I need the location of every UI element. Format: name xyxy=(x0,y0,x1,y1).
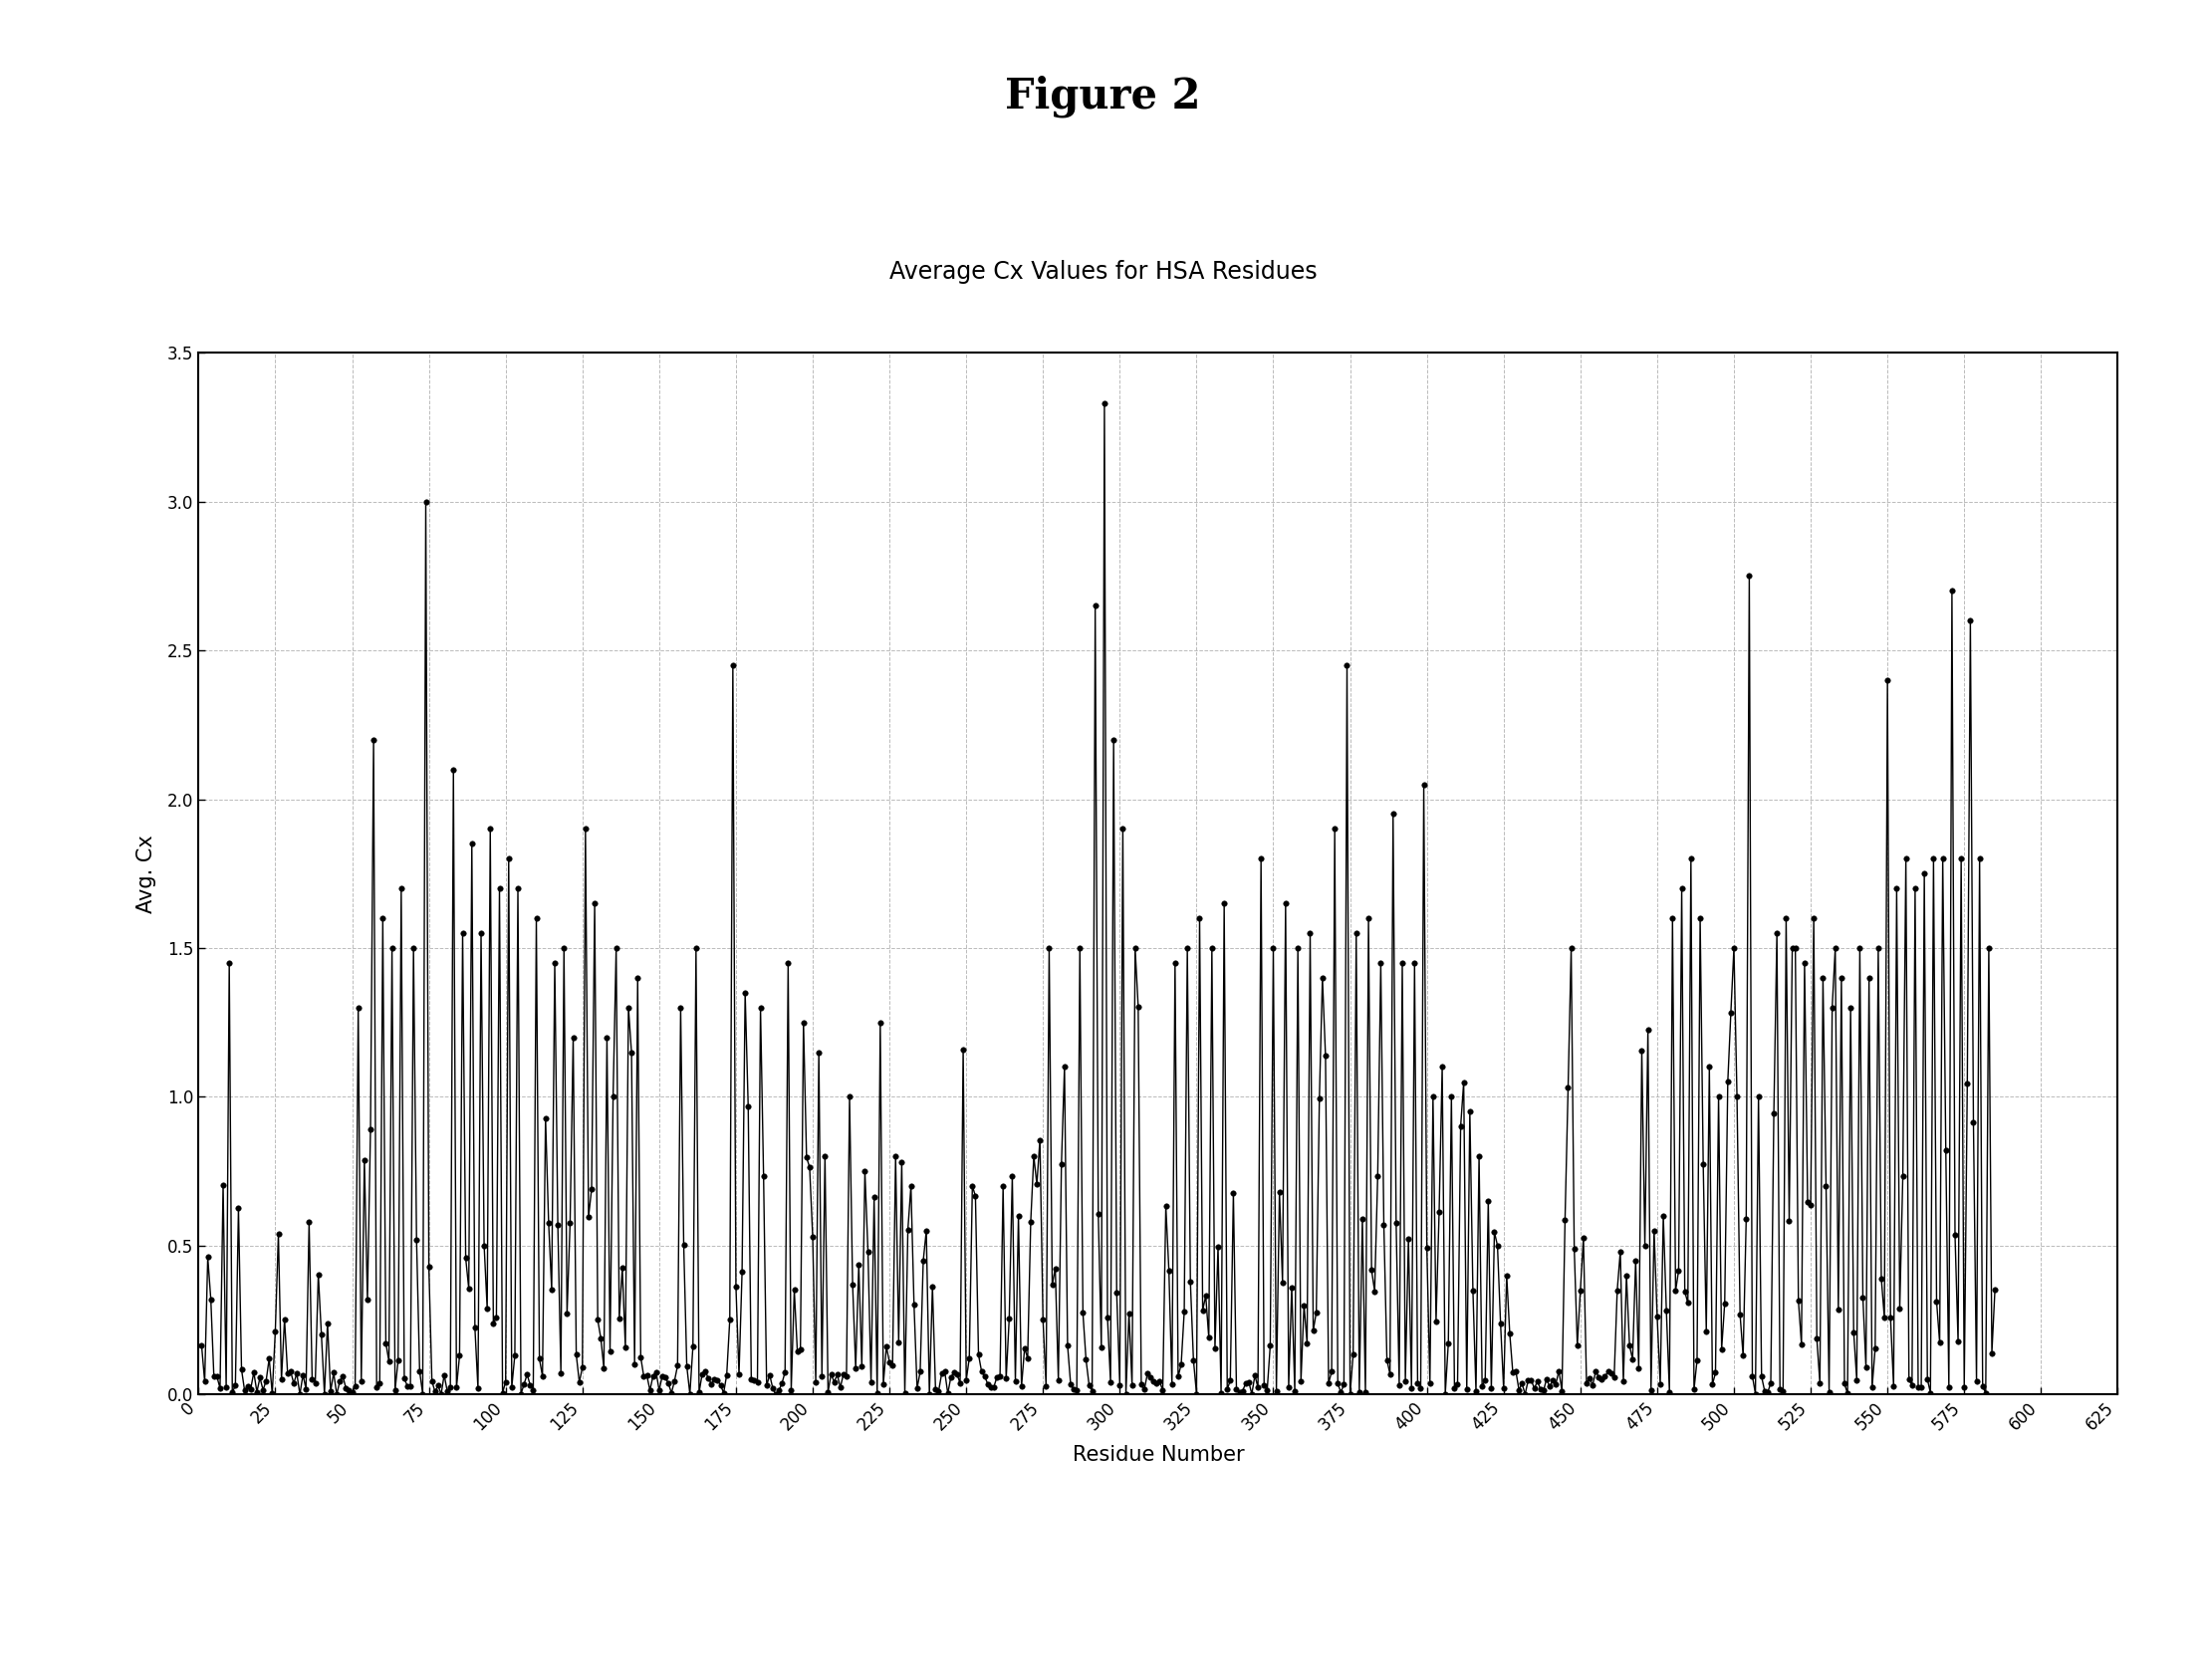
X-axis label: Residue Number: Residue Number xyxy=(1072,1445,1244,1465)
Text: Figure 2: Figure 2 xyxy=(1006,76,1200,118)
Y-axis label: Avg. Cx: Avg. Cx xyxy=(137,835,157,912)
Text: Average Cx Values for HSA Residues: Average Cx Values for HSA Residues xyxy=(889,260,1317,284)
